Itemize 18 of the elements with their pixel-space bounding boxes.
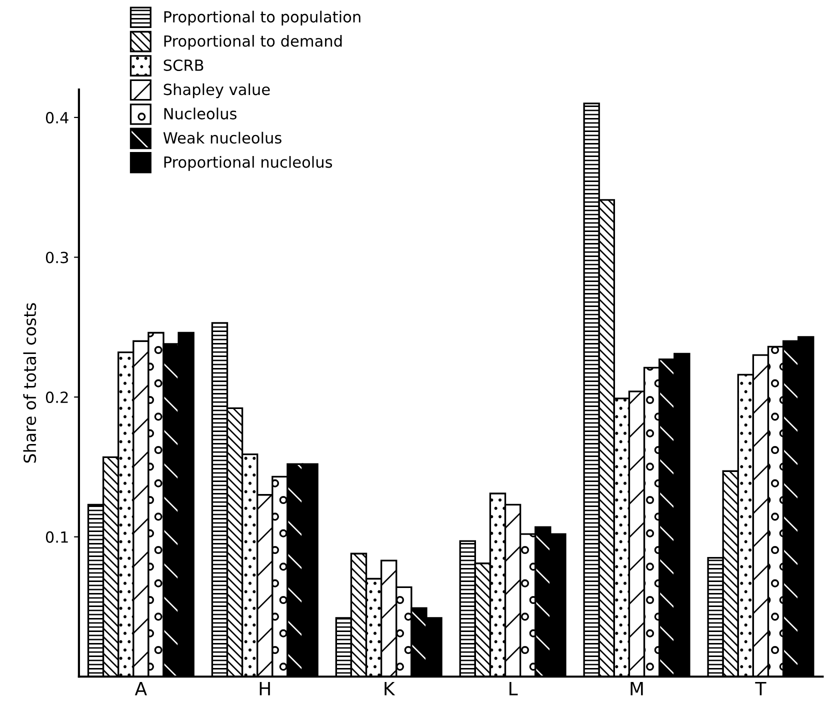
x-tick-label: H <box>260 682 270 696</box>
legend-label: Weak nucleolus <box>163 132 282 144</box>
x-tick-label: K <box>384 682 396 696</box>
x-tick-label: M <box>630 682 643 696</box>
x-tick-label: A <box>134 682 147 696</box>
x-tick-label: L <box>510 682 518 696</box>
legend-label: Nucleolus <box>164 108 236 120</box>
y-tick-label: 0.2 <box>46 392 68 404</box>
legend-label: SCRB <box>164 59 204 72</box>
legend-label: Proportional nucleolus <box>164 156 332 171</box>
y-axis-title: Share of total costs <box>23 303 36 463</box>
x-tick-label: T <box>755 682 766 696</box>
y-tick-label: 0.4 <box>46 112 68 124</box>
legend-label: Proportional to demand <box>164 34 342 50</box>
legend-label: Shapley value <box>164 83 270 98</box>
legend-label: Proportional to population <box>164 10 360 26</box>
y-tick-label: 0.3 <box>46 252 68 264</box>
y-tick-label: 0.1 <box>46 531 68 543</box>
